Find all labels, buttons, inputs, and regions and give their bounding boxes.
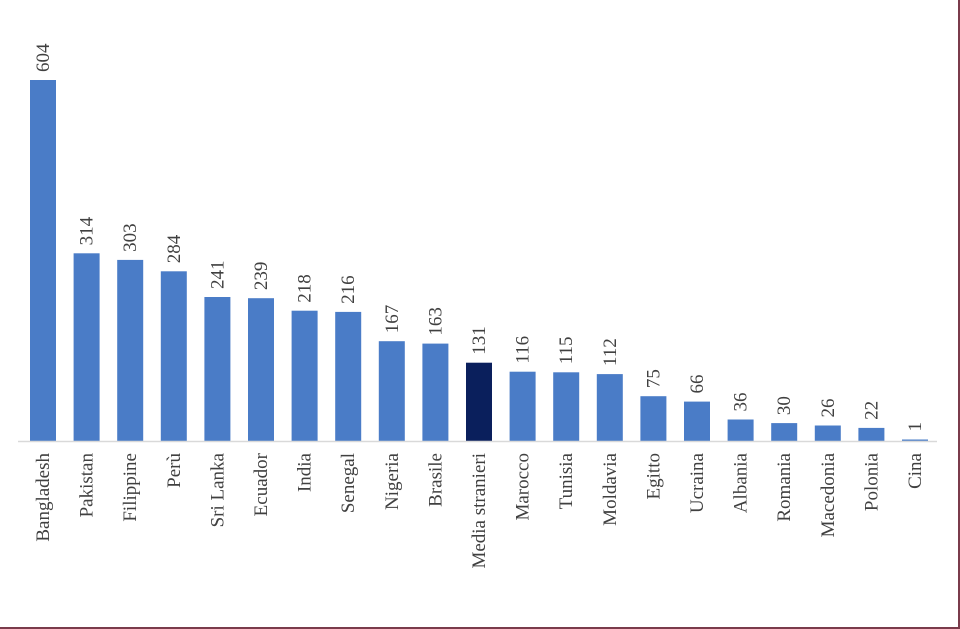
category-label-brasile: Brasile (425, 453, 446, 507)
value-label-brasile: 163 (425, 307, 446, 336)
value-label-sri-lanka: 241 (207, 260, 228, 289)
category-label-polonia: Polonia (861, 452, 882, 511)
value-label-pakistan: 314 (77, 216, 98, 245)
category-label-senegal: Senegal (338, 453, 359, 513)
category-label-per-: Perù (164, 453, 185, 488)
value-label-cina: 1 (905, 422, 926, 432)
value-label-india: 218 (295, 274, 316, 303)
value-label-bangladesh: 604 (33, 43, 54, 72)
category-label-cina: Cina (905, 452, 926, 488)
value-label-moldavia: 112 (600, 338, 621, 366)
bar-marocco (509, 371, 536, 441)
category-label-ecuador: Ecuador (251, 452, 272, 516)
bar-filippine (117, 259, 144, 441)
category-label-moldavia: Moldavia (600, 452, 621, 525)
bar-ucraina (684, 401, 710, 441)
value-label-ecuador: 239 (251, 262, 272, 291)
bar-senegal (335, 311, 362, 441)
category-label-romania: Romania (774, 452, 795, 521)
bar-bangladesh (30, 80, 56, 441)
bar-media-stranieri (466, 362, 492, 441)
bar-india (291, 310, 318, 441)
category-label-nigeria: Nigeria (382, 452, 403, 510)
category-label-macedonia: Macedonia (818, 452, 839, 537)
category-label-pakistan: Pakistan (77, 453, 98, 518)
value-label-ucraina: 66 (687, 375, 708, 394)
value-label-romania: 30 (774, 396, 795, 415)
bar-brasile (422, 343, 449, 441)
category-label-bangladesh: Bangladesh (33, 453, 54, 542)
bar-ecuador (248, 298, 274, 441)
bar-sri-lanka (204, 297, 231, 441)
bar-macedonia (814, 425, 841, 441)
value-label-per-: 284 (164, 234, 185, 263)
category-label-sri-lanka: Sri Lanka (207, 452, 228, 527)
bar-egitto (640, 396, 667, 441)
category-label-egitto: Egitto (643, 453, 664, 499)
value-label-albania: 36 (731, 392, 752, 411)
value-label-egitto: 75 (643, 369, 664, 388)
value-label-nigeria: 167 (382, 305, 403, 334)
category-label-ucraina: Ucraina (687, 452, 708, 513)
value-label-tunisia: 115 (556, 336, 577, 364)
value-label-macedonia: 26 (818, 398, 839, 417)
bar-cina (902, 439, 928, 441)
bar-pakistan (73, 253, 100, 441)
bar-albania (727, 419, 754, 441)
category-label-tunisia: Tunisia (556, 452, 577, 509)
bar-nigeria (378, 341, 405, 441)
value-label-media-stranieri: 131 (469, 326, 490, 355)
category-label-marocco: Marocco (513, 453, 534, 521)
value-label-marocco: 116 (513, 336, 534, 364)
category-label-media-stranieri: Media stranieri (469, 453, 490, 569)
bars-layer (30, 80, 928, 441)
bar-per- (160, 271, 187, 441)
value-label-filippine: 303 (120, 223, 141, 252)
bar-tunisia (553, 372, 580, 441)
bar-polonia (858, 427, 885, 441)
category-label-albania: Albania (731, 452, 752, 513)
category-labels-layer: Bangladesh Pakistan Filippine Perù Sri Lanka… (33, 452, 926, 568)
category-label-india: India (295, 452, 316, 492)
bar-romania (771, 423, 798, 441)
value-label-senegal: 216 (338, 275, 359, 304)
value-label-polonia: 22 (861, 401, 882, 420)
value-labels-layer: 604 314 303 284 241 239 218 216 167 163 131 116 115 1… (33, 43, 926, 432)
category-label-filippine: Filippine (120, 453, 141, 522)
bar-moldavia (596, 374, 623, 441)
